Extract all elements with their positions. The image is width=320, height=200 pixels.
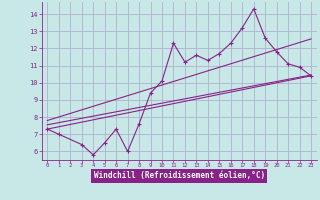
X-axis label: Windchill (Refroidissement éolien,°C): Windchill (Refroidissement éolien,°C) [94, 171, 265, 180]
